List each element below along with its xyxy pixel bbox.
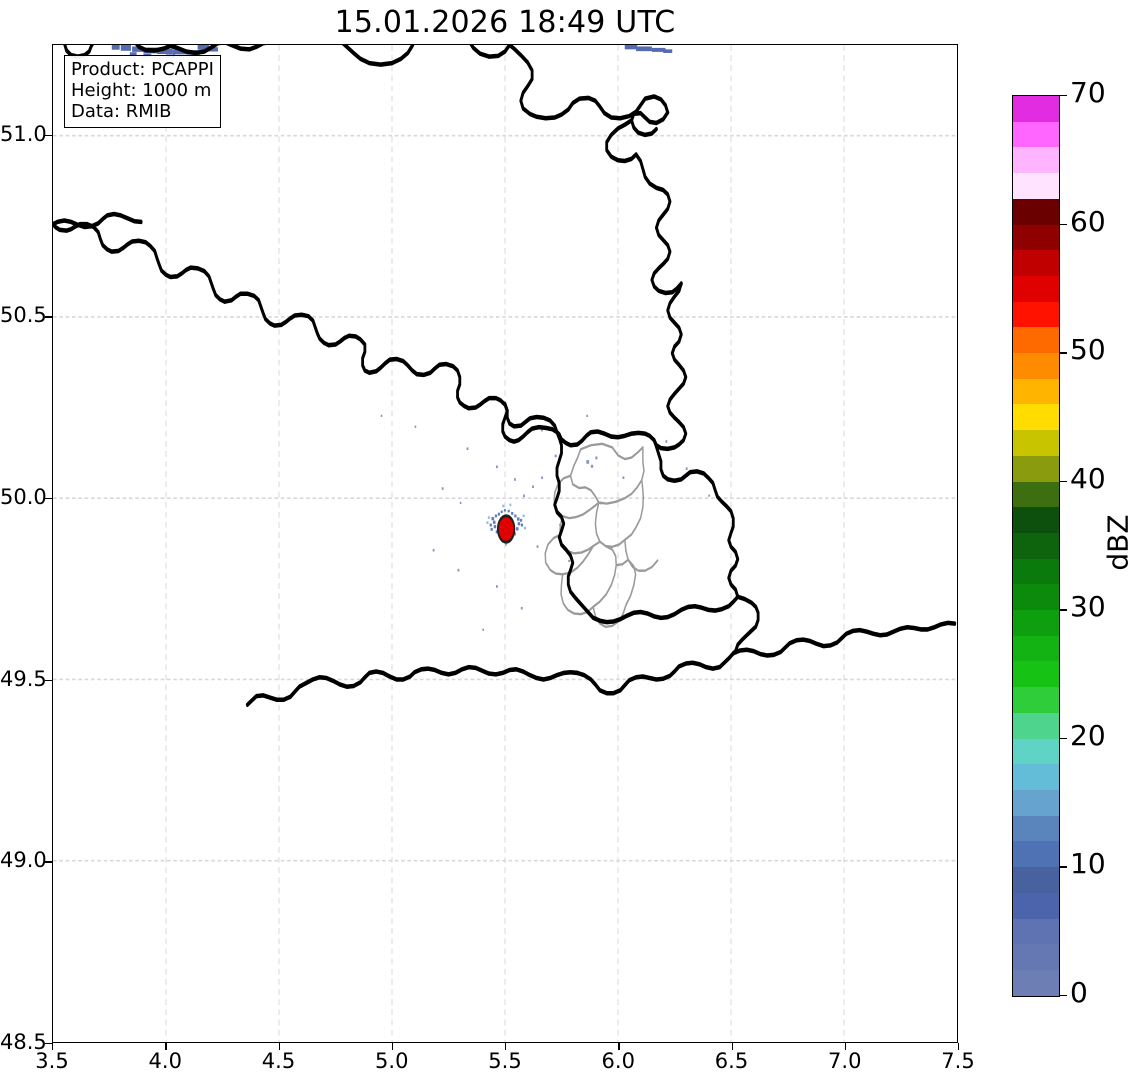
colorbar-band [1013,224,1059,251]
colorbar-band [1013,867,1059,893]
y-tick-label: 50.5 [0,303,47,328]
colorbar-band [1013,378,1059,405]
x-tick-mark [844,1043,847,1050]
radar-site-marker[interactable] [496,514,516,544]
colorbar-band [1013,404,1059,431]
colorbar-band [1013,301,1059,328]
colorbar-band [1013,944,1059,970]
colorbar-band [1013,841,1059,868]
country-borders [53,45,957,708]
colorbar-band [1013,635,1059,662]
colorbar-band [1013,430,1059,456]
colorbar-band [1013,584,1059,611]
x-tick-label: 3.5 [35,1049,69,1073]
y-tick-label: 51.0 [0,121,47,146]
colorbar-tick-mark [1059,352,1067,354]
colorbar-band [1013,481,1059,508]
x-tick-label: 4.5 [261,1049,296,1073]
x-tick-mark [618,1043,620,1050]
y-tick-mark [45,134,52,137]
colorbar-band [1013,327,1059,354]
colorbar-tick-mark [1059,609,1067,611]
colorbar-band [1013,815,1059,842]
colorbar-band [1013,353,1059,379]
map-canvas [53,45,957,1042]
colorbar-tick-label: 60 [1070,204,1106,238]
y-tick-label: 48.5 [0,1030,47,1054]
colorbar-tick-label: 10 [1070,847,1106,881]
y-tick-mark [45,1043,52,1045]
colorbar[interactable] [1012,95,1060,997]
colorbar-tick-label: 50 [1070,333,1106,367]
info-data-source: Data: RMIB [71,101,172,123]
colorbar-band [1013,738,1059,765]
x-tick-label: 6.5 [714,1049,749,1073]
y-tick-mark [45,498,52,500]
y-tick-mark [45,861,52,863]
colorbar-tick-mark [1059,737,1067,740]
colorbar-tick-mark [1059,866,1067,868]
colorbar-band [1013,147,1059,174]
x-tick-mark [731,1043,733,1050]
y-tick-label: 50.0 [0,485,47,510]
colorbar-band [1013,764,1059,790]
x-tick-label: 5.5 [488,1049,522,1073]
y-tick-label: 49.5 [0,666,47,691]
colorbar-band [1013,969,1059,996]
colorbar-band [1013,789,1059,816]
colorbar-tick-mark [1059,480,1067,483]
colorbar-band [1013,687,1059,713]
colorbar-band [1013,918,1059,945]
colorbar-tick-label: 0 [1070,976,1088,1009]
colorbar-band [1013,173,1059,199]
colorbar-tick-mark [1059,223,1067,225]
colorbar-tick-mark [1059,995,1067,997]
colorbar-band [1013,610,1059,636]
x-tick-mark [505,1043,507,1050]
map-plot-area[interactable] [52,44,958,1043]
x-tick-mark [165,1043,167,1050]
colorbar-band [1013,661,1059,688]
x-tick-label: 5.0 [375,1049,409,1073]
colorbar-band [1013,275,1059,302]
colorbar-band [1013,892,1059,919]
x-tick-mark [278,1043,280,1050]
colorbar-band [1013,198,1059,225]
x-tick-label: 7.5 [941,1049,975,1073]
y-tick-mark [45,679,52,682]
colorbar-tick-label: 20 [1070,718,1106,752]
colorbar-band [1013,507,1059,533]
colorbar-band [1013,121,1059,148]
x-tick-mark [958,1043,960,1050]
colorbar-tick-label: 30 [1070,590,1106,624]
y-tick-label: 49.0 [0,848,47,873]
x-tick-mark [52,1043,54,1050]
info-product: Product: PCAPPI [71,59,214,80]
colorbar-title-text: dBZ [1101,513,1135,571]
colorbar-tick-mark [1059,95,1067,97]
info-height: Height: 1000 m [71,80,212,102]
colorbar-band [1013,96,1059,122]
colorbar-title: dBZ [1096,0,1140,1084]
colorbar-band [1013,558,1059,585]
page-title: 15.01.2026 18:49 UTC [334,4,676,40]
colorbar-band [1013,250,1059,276]
x-tick-label: 4.0 [148,1049,182,1073]
y-tick-mark [45,316,52,318]
x-tick-label: 7.0 [828,1049,862,1073]
colorbar-band [1013,712,1059,739]
x-tick-mark [391,1043,394,1050]
region-borders [544,442,659,629]
colorbar-tick-label: 40 [1070,461,1106,495]
colorbar-band [1013,532,1059,559]
info-box: Product: PCAPPI Height: 1000 m Data: RMI… [64,55,221,128]
x-tick-label: 6.0 [601,1049,635,1073]
colorbar-band [1013,455,1059,482]
colorbar-tick-label: 70 [1070,76,1106,109]
